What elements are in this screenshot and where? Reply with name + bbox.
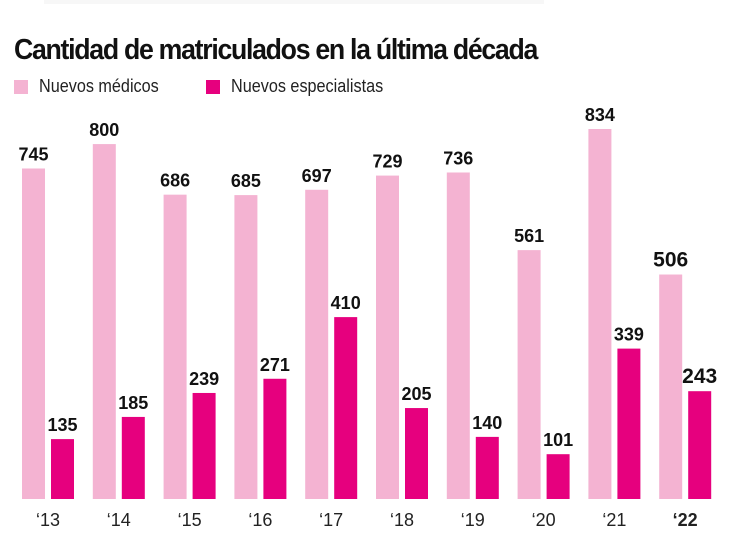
data-label-nuevos-medicos-22: 506 bbox=[653, 249, 688, 272]
legend: Nuevos médicos Nuevos especialistas bbox=[14, 76, 434, 97]
x-tick-label-18: ‘18 bbox=[390, 510, 414, 530]
data-label-nuevos-medicos-20: 561 bbox=[514, 226, 544, 246]
bar-nuevos-especialistas-18 bbox=[405, 408, 428, 499]
data-label-nuevos-medicos-16: 685 bbox=[231, 171, 261, 191]
data-label-nuevos-especialistas-17: 410 bbox=[331, 293, 361, 313]
data-label-nuevos-especialistas-15: 239 bbox=[189, 369, 219, 389]
x-tick-label-16: ‘16 bbox=[248, 510, 272, 530]
bar-nuevos-especialistas-13 bbox=[51, 439, 74, 499]
bar-nuevos-especialistas-22 bbox=[688, 391, 712, 499]
data-label-nuevos-medicos-18: 729 bbox=[372, 152, 402, 172]
bar-nuevos-especialistas-14 bbox=[121, 416, 145, 499]
data-label-nuevos-especialistas-21: 339 bbox=[614, 325, 644, 345]
bar-nuevos-medicos-20 bbox=[517, 250, 541, 499]
bar-nuevos-medicos-19 bbox=[446, 172, 470, 499]
x-tick-label-20: ‘20 bbox=[532, 510, 556, 530]
bar-nuevos-medicos-14 bbox=[92, 144, 116, 500]
bar-nuevos-especialistas-17 bbox=[334, 317, 358, 499]
legend-label-nuevos-medicos: Nuevos médicos bbox=[39, 76, 159, 96]
bar-nuevos-medicos-17 bbox=[305, 189, 329, 500]
top-divider bbox=[44, 0, 544, 4]
bar-nuevos-medicos-15 bbox=[163, 194, 187, 499]
data-label-nuevos-especialistas-14: 185 bbox=[118, 393, 148, 413]
x-tick-label-15: ‘15 bbox=[178, 510, 202, 530]
bar-nuevos-medicos-13 bbox=[22, 168, 45, 499]
legend-swatch-nuevos-medicos bbox=[14, 79, 28, 94]
bar-nuevos-especialistas-20 bbox=[546, 454, 570, 499]
data-label-nuevos-medicos-15: 686 bbox=[160, 171, 190, 191]
data-label-nuevos-especialistas-16: 271 bbox=[260, 355, 290, 375]
x-tick-label-21: ‘21 bbox=[602, 510, 626, 530]
x-tick-label-19: ‘19 bbox=[461, 510, 485, 530]
bar-nuevos-especialistas-21 bbox=[617, 348, 641, 499]
legend-swatch-nuevos-especialistas bbox=[206, 79, 221, 94]
data-label-nuevos-medicos-13: 745 bbox=[18, 144, 48, 164]
x-tick-label-14: ‘14 bbox=[107, 510, 131, 530]
bar-nuevos-especialistas-15 bbox=[192, 392, 216, 499]
bar-nuevos-especialistas-16 bbox=[263, 378, 287, 499]
x-tick-label-13: ‘13 bbox=[36, 510, 60, 530]
x-tick-label-22: ‘22 bbox=[673, 510, 698, 530]
chart-title: Cantidad de matriculados en la última dé… bbox=[14, 34, 538, 66]
bar-nuevos-medicos-21 bbox=[588, 129, 612, 499]
bar-nuevos-medicos-22 bbox=[659, 274, 683, 499]
bar-nuevos-medicos-18 bbox=[376, 175, 399, 499]
data-label-nuevos-medicos-19: 736 bbox=[443, 148, 473, 168]
data-label-nuevos-medicos-21: 834 bbox=[585, 105, 615, 125]
data-label-nuevos-medicos-17: 697 bbox=[302, 166, 332, 186]
data-label-nuevos-especialistas-22: 243 bbox=[682, 365, 717, 388]
data-label-nuevos-especialistas-20: 101 bbox=[543, 430, 573, 450]
data-label-nuevos-especialistas-19: 140 bbox=[472, 413, 502, 433]
data-label-nuevos-especialistas-18: 205 bbox=[401, 384, 431, 404]
legend-item-nuevos-medicos: Nuevos médicos bbox=[14, 76, 172, 97]
x-tick-label-17: ‘17 bbox=[319, 510, 343, 530]
bar-nuevos-medicos-16 bbox=[234, 195, 258, 499]
data-label-nuevos-especialistas-13: 135 bbox=[47, 415, 77, 435]
bar-nuevos-especialistas-19 bbox=[475, 436, 499, 499]
legend-label-nuevos-especialistas: Nuevos especialistas bbox=[231, 76, 384, 96]
legend-item-nuevos-especialistas: Nuevos especialistas bbox=[206, 76, 400, 97]
data-label-nuevos-medicos-14: 800 bbox=[89, 120, 119, 140]
